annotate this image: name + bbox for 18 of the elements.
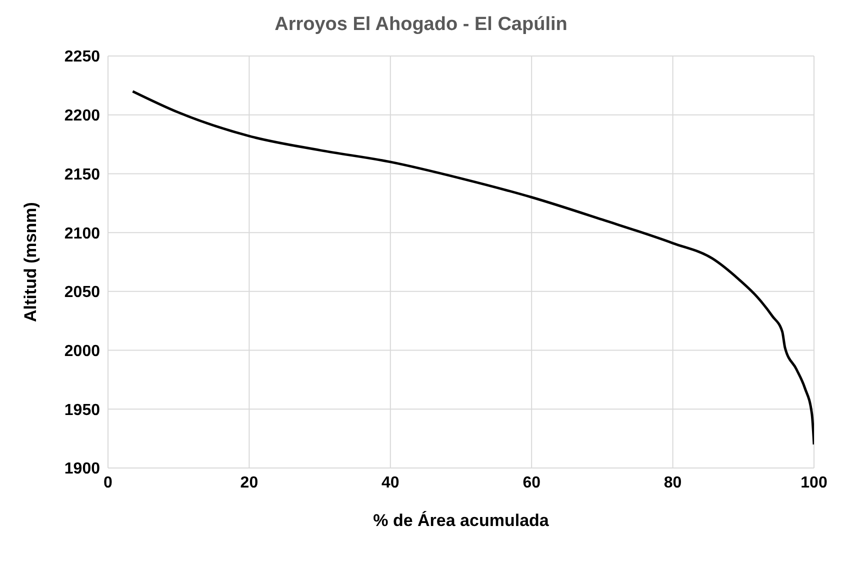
y-tick-label: 2000 bbox=[64, 342, 100, 360]
x-tick-label: 100 bbox=[800, 474, 828, 492]
x-tick-label: 60 bbox=[522, 474, 541, 492]
x-tick-label: 0 bbox=[104, 474, 113, 492]
x-tick-label: 20 bbox=[240, 474, 258, 492]
y-tick-label: 1950 bbox=[64, 402, 100, 419]
x-axis-title: % de Área acumulada bbox=[373, 510, 550, 530]
line-series bbox=[131, 90, 814, 446]
y-tick-label: 2050 bbox=[64, 284, 100, 302]
y-tick-label: 2250 bbox=[64, 48, 100, 66]
x-tick-label: 40 bbox=[382, 474, 400, 492]
x-tick-label: 80 bbox=[664, 474, 682, 492]
y-tick-label: 2200 bbox=[64, 108, 100, 125]
chart-title: Arroyos El Ahogado - El Capúlin bbox=[274, 14, 568, 36]
y-tick-label: 1900 bbox=[64, 460, 100, 478]
y-tick-label: 2150 bbox=[64, 166, 100, 184]
y-axis-title: Altitud (msnm) bbox=[21, 202, 40, 322]
y-tick-label: 2100 bbox=[64, 225, 100, 242]
